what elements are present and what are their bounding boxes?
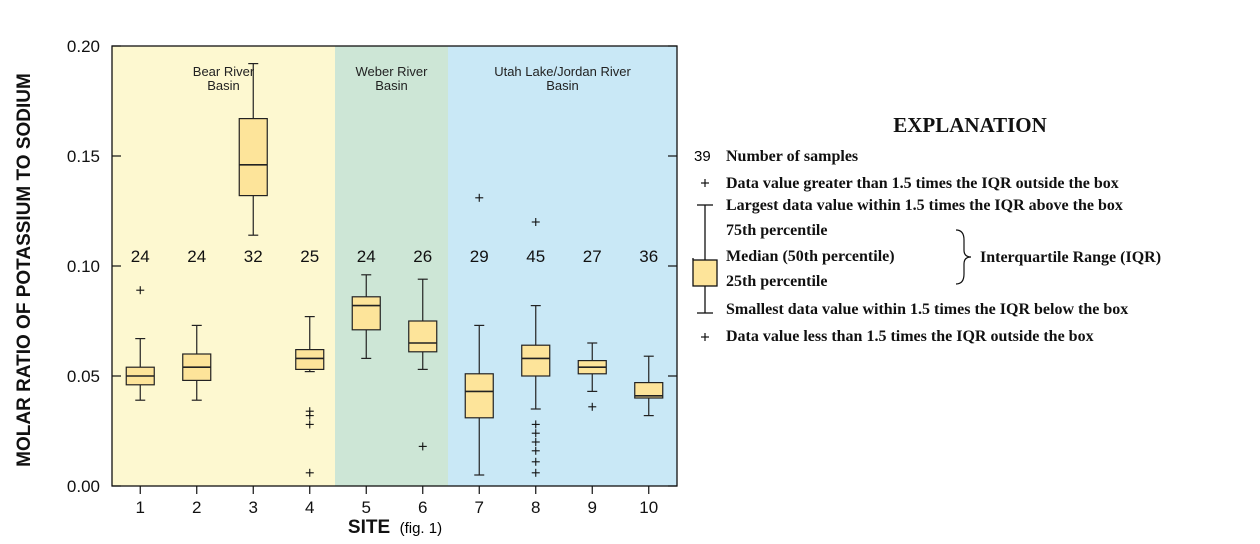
explanation-title: EXPLANATION xyxy=(893,113,1047,137)
x-tick-label-8: 8 xyxy=(531,498,540,517)
y-tick-label-0.05: 0.05 xyxy=(67,367,100,386)
iqr-box-site-7 xyxy=(464,373,494,419)
iqr-box-site-5 xyxy=(351,296,381,331)
legend-samples-label: Number of samples xyxy=(726,148,858,165)
sample-count-site-4: 25 xyxy=(300,247,319,266)
sample-count-site-5: 24 xyxy=(357,247,376,266)
legend-p75: 75th percentile xyxy=(726,222,827,239)
legend-outlier-low: Data value less than 1.5 times the IQR o… xyxy=(726,328,1094,345)
y-tick-label-0.20: 0.20 xyxy=(67,37,100,56)
sample-count-site-3: 32 xyxy=(244,247,263,266)
legend-samples-number: 39 xyxy=(694,148,711,165)
basin-label-3-line-2: Basin xyxy=(546,78,579,93)
x-tick-label-5: 5 xyxy=(362,498,371,517)
sample-count-site-8: 45 xyxy=(526,247,545,266)
x-tick-label-6: 6 xyxy=(418,498,427,517)
iqr-box-site-6 xyxy=(408,320,438,353)
legend-iqr-brace xyxy=(955,229,972,285)
outlier-site-4-2 xyxy=(305,411,314,420)
box-site-6 xyxy=(408,278,438,451)
outlier-site-7-1 xyxy=(475,193,484,202)
y-axis-title: MOLAR RATIO OF POTASSIUM TO SODIUM xyxy=(14,73,35,467)
sample-count-site-7: 29 xyxy=(470,247,489,266)
box-site-4 xyxy=(295,316,325,477)
x-tick-label-3: 3 xyxy=(249,498,258,517)
outlier-site-8-2 xyxy=(531,420,540,429)
basin-label-3-line-1: Utah Lake/Jordan River xyxy=(494,64,631,79)
legend-outlier-high-marker xyxy=(701,179,709,187)
plot-frame xyxy=(111,45,678,494)
outlier-site-1-1 xyxy=(136,286,145,295)
legend-p25: 25th percentile xyxy=(726,273,827,290)
x-axis-title-main: SITE xyxy=(348,517,390,538)
y-tick-label-0.00: 0.00 xyxy=(67,477,100,496)
box-site-1 xyxy=(125,286,155,401)
iqr-box-site-8 xyxy=(521,344,551,377)
basin-label-1-line-1: Bear River xyxy=(193,64,255,79)
basin-label-2-line-1: Weber River xyxy=(355,64,428,79)
sample-count-site-6: 26 xyxy=(413,247,432,266)
box-site-2 xyxy=(182,324,212,401)
outlier-site-6-1 xyxy=(418,442,427,451)
outlier-site-8-1 xyxy=(531,218,540,226)
x-tick-label-10: 10 xyxy=(639,498,658,517)
sample-count-site-1: 24 xyxy=(131,247,150,266)
outlier-site-8-6 xyxy=(531,457,540,466)
x-tick-label-7: 7 xyxy=(475,498,484,517)
sample-count-site-10: 36 xyxy=(639,247,658,266)
y-tick-label-0.10: 0.10 xyxy=(67,257,100,276)
basin-label-1-line-2: Basin xyxy=(207,78,240,93)
legend-outlier-high: Data value greater than 1.5 times the IQ… xyxy=(726,175,1119,192)
boxes-layer xyxy=(125,62,664,477)
box-site-8 xyxy=(521,218,551,477)
basin-band-2 xyxy=(335,46,448,486)
legend-whisker-low: Smallest data value within 1.5 times the… xyxy=(726,301,1128,318)
outlier-site-9-1 xyxy=(588,402,597,411)
sample-count-site-2: 24 xyxy=(187,247,206,266)
x-tick-label-9: 9 xyxy=(588,498,597,517)
x-axis-title: SITE (fig. 1) xyxy=(348,517,442,538)
outlier-site-8-7 xyxy=(531,468,540,477)
iqr-box-site-4 xyxy=(295,349,325,371)
legend-iqr: Interquartile Range (IQR) xyxy=(980,249,1161,266)
outlier-site-8-3 xyxy=(531,429,540,438)
legend-box-glyph xyxy=(692,204,718,314)
legend-median: Median (50th percentile) xyxy=(726,248,895,265)
basin-label-2-line-2: Basin xyxy=(375,78,408,93)
box-site-9 xyxy=(577,342,607,411)
box-site-10 xyxy=(634,355,664,417)
outlier-site-8-4 xyxy=(531,438,540,446)
basin-band-3 xyxy=(448,46,677,486)
x-tick-label-4: 4 xyxy=(305,498,314,517)
x-tick-label-1: 1 xyxy=(136,498,145,517)
explanation-legend: EXPLANATION 39 Number of samples Data va… xyxy=(692,113,1161,345)
outlier-site-4-4 xyxy=(305,468,314,477)
legend-outlier-low-marker xyxy=(701,333,709,341)
x-tick-label-2: 2 xyxy=(192,498,201,517)
outlier-site-4-3 xyxy=(305,420,314,429)
legend-whisker-high: Largest data value within 1.5 times the … xyxy=(726,197,1123,214)
iqr-box-site-3 xyxy=(238,117,268,197)
iqr-box-site-10 xyxy=(634,382,664,399)
outlier-site-8-5 xyxy=(531,446,540,455)
y-tick-label-0.15: 0.15 xyxy=(67,147,100,166)
box-site-5 xyxy=(351,274,381,359)
basin-band-1 xyxy=(112,46,335,486)
sample-count-site-9: 27 xyxy=(583,247,602,266)
basin-backgrounds xyxy=(112,46,677,486)
box-site-3 xyxy=(238,62,268,236)
x-axis-title-suffix: (fig. 1) xyxy=(400,520,443,537)
box-site-7 xyxy=(464,193,494,476)
